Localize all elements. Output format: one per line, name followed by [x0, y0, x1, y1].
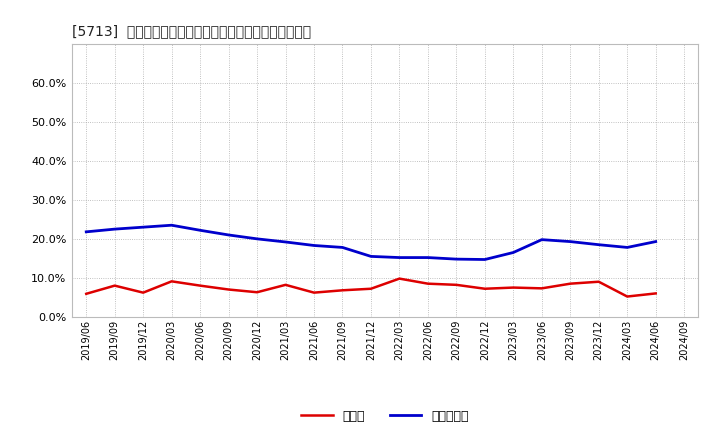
有利子負債	[366, 254, 375, 259]
有利子負債	[537, 237, 546, 242]
現預金	[537, 286, 546, 291]
有利子負債	[423, 255, 432, 260]
現預金	[595, 279, 603, 284]
有利子負債	[480, 257, 489, 262]
現預金	[310, 290, 318, 295]
現預金	[139, 290, 148, 295]
現預金	[480, 286, 489, 291]
有利子負債	[452, 257, 461, 262]
Line: 現預金: 現預金	[86, 279, 656, 297]
有利子負債	[282, 239, 290, 245]
有利子負債	[338, 245, 347, 250]
現預金	[338, 288, 347, 293]
現預金	[167, 279, 176, 284]
有利子負債	[225, 232, 233, 238]
現預金	[225, 287, 233, 292]
有利子負債	[623, 245, 631, 250]
現預金	[623, 294, 631, 299]
有利子負債	[167, 223, 176, 228]
現預金	[452, 282, 461, 287]
現預金	[82, 291, 91, 297]
現預金	[509, 285, 518, 290]
現預金	[253, 290, 261, 295]
有利子負債	[110, 227, 119, 232]
有利子負債	[253, 236, 261, 242]
現預金	[395, 276, 404, 281]
現預金	[566, 281, 575, 286]
Line: 有利子負債: 有利子負債	[86, 225, 656, 260]
現預金	[366, 286, 375, 291]
有利子負債	[652, 239, 660, 244]
Legend: 現預金, 有利子負債: 現預金, 有利子負債	[297, 405, 474, 428]
Text: [5713]  現預金、有利子負債の総資産に対する比率の推移: [5713] 現預金、有利子負債の総資産に対する比率の推移	[72, 25, 311, 39]
有利子負債	[566, 239, 575, 244]
現預金	[196, 283, 204, 288]
現預金	[282, 282, 290, 287]
有利子負債	[196, 227, 204, 233]
現預金	[110, 283, 119, 288]
有利子負債	[595, 242, 603, 247]
有利子負債	[82, 229, 91, 235]
有利子負債	[139, 224, 148, 230]
現預金	[652, 291, 660, 296]
有利子負債	[310, 243, 318, 248]
有利子負債	[395, 255, 404, 260]
有利子負債	[509, 250, 518, 255]
現預金	[423, 281, 432, 286]
